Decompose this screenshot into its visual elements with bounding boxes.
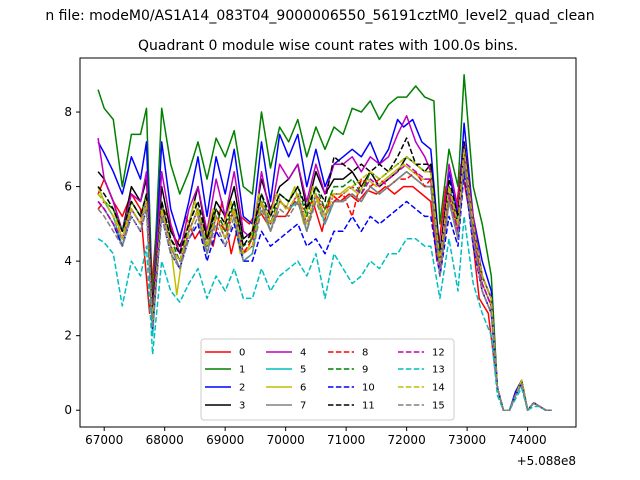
legend-entry-13[interactable]: 13 bbox=[398, 365, 445, 376]
legend-label: 6 bbox=[300, 383, 306, 394]
legend-entry-0[interactable]: 0 bbox=[205, 348, 245, 359]
series-line-14 bbox=[97, 148, 552, 411]
legend-label: 1 bbox=[239, 365, 245, 376]
legend-entry-5[interactable]: 5 bbox=[266, 365, 306, 376]
legend-entry-14[interactable]: 14 bbox=[398, 383, 445, 394]
x-tick-label: 73000 bbox=[448, 433, 486, 447]
legend-entry-6[interactable]: 6 bbox=[266, 383, 306, 394]
x-offset-label: +5.088e8 bbox=[517, 454, 576, 468]
legend-label: 14 bbox=[432, 383, 445, 394]
legend-label: 3 bbox=[239, 401, 245, 412]
x-tick-label: 69000 bbox=[206, 433, 244, 447]
legend-entry-3[interactable]: 3 bbox=[205, 401, 245, 412]
legend-label: 12 bbox=[432, 348, 445, 359]
y-axis: 0 2 4 6 8 bbox=[64, 105, 80, 417]
legend-entry-9[interactable]: 9 bbox=[328, 365, 368, 376]
legend-label: 5 bbox=[300, 365, 306, 376]
legend-box bbox=[200, 338, 455, 421]
series-line-13 bbox=[97, 215, 552, 411]
legend-entry-12[interactable]: 12 bbox=[398, 348, 445, 359]
legend-entry-1[interactable]: 1 bbox=[205, 365, 245, 376]
x-tick-label: 74000 bbox=[509, 433, 547, 447]
legend-entry-11[interactable]: 11 bbox=[328, 401, 375, 412]
legend-label: 2 bbox=[239, 383, 245, 394]
legend-entry-2[interactable]: 2 bbox=[205, 383, 245, 394]
legend-label: 8 bbox=[362, 348, 368, 359]
x-tick-label: 68000 bbox=[146, 433, 184, 447]
y-tick-label: 2 bbox=[64, 329, 72, 343]
legend-label: 10 bbox=[362, 383, 375, 394]
x-axis: 67000 68000 69000 70000 71000 72000 73000 74000 bbox=[85, 427, 547, 447]
legend-entry-15[interactable]: 15 bbox=[398, 401, 445, 412]
legend-entry-4[interactable]: 4 bbox=[266, 348, 306, 359]
legend-label: 9 bbox=[362, 365, 368, 376]
series-line-11 bbox=[97, 137, 552, 411]
y-tick-label: 6 bbox=[64, 180, 72, 194]
legend-label: 4 bbox=[300, 348, 306, 359]
x-tick-label: 71000 bbox=[327, 433, 365, 447]
x-tick-label: 70000 bbox=[267, 433, 305, 447]
legend-label: 0 bbox=[239, 348, 245, 359]
figure-suptitle: n file: modeM0/AS1A14_083T04_9000006550_… bbox=[45, 8, 594, 24]
legend-label: 11 bbox=[362, 401, 375, 412]
y-tick-label: 0 bbox=[64, 403, 72, 417]
plot-frame bbox=[79, 57, 577, 428]
y-tick-label: 8 bbox=[64, 105, 72, 119]
chart-title: Quadrant 0 module wise count rates with … bbox=[138, 38, 518, 54]
legend-label: 7 bbox=[300, 401, 306, 412]
legend-label: 13 bbox=[432, 365, 445, 376]
series-layer bbox=[97, 74, 552, 411]
y-tick-label: 4 bbox=[64, 254, 72, 268]
series-line-15 bbox=[97, 163, 552, 411]
x-tick-label: 72000 bbox=[388, 433, 426, 447]
legend-entry-8[interactable]: 8 bbox=[328, 348, 368, 359]
legend-entry-7[interactable]: 7 bbox=[266, 401, 306, 412]
x-tick-label: 67000 bbox=[85, 433, 123, 447]
legend-entry-10[interactable]: 10 bbox=[328, 383, 375, 394]
legend-label: 15 bbox=[432, 401, 445, 412]
